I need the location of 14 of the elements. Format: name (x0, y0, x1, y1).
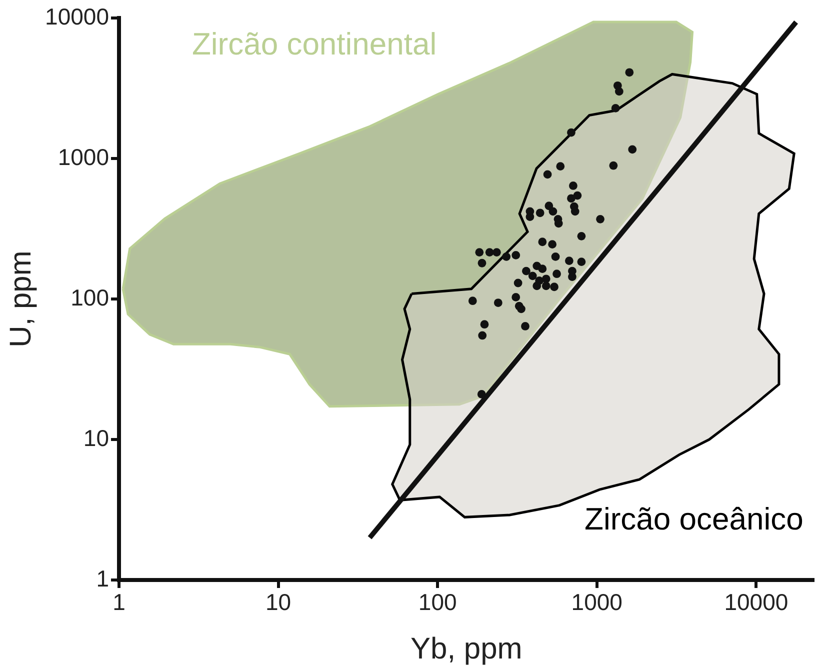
y-tick-label: 1 (96, 565, 109, 592)
series-label: Zircão oceânico (584, 502, 804, 537)
x-axis-title: Yb, ppm (410, 632, 522, 666)
x-tick-label: 10000 (724, 589, 788, 616)
y-tick-label: 100 (70, 284, 109, 310)
y-tick-label: 10000 (45, 3, 109, 30)
series-label: Zircão continental (192, 26, 437, 62)
y-tick-label: 10 (83, 424, 109, 451)
x-tick-label: 1 (112, 589, 126, 616)
x-tick-label: 1000 (571, 589, 622, 616)
x-tick-label: 10 (266, 589, 292, 616)
y-axis-title: U, ppm (4, 250, 38, 348)
x-tick-label: 100 (418, 589, 457, 616)
y-tick-label: 1000 (58, 144, 109, 170)
